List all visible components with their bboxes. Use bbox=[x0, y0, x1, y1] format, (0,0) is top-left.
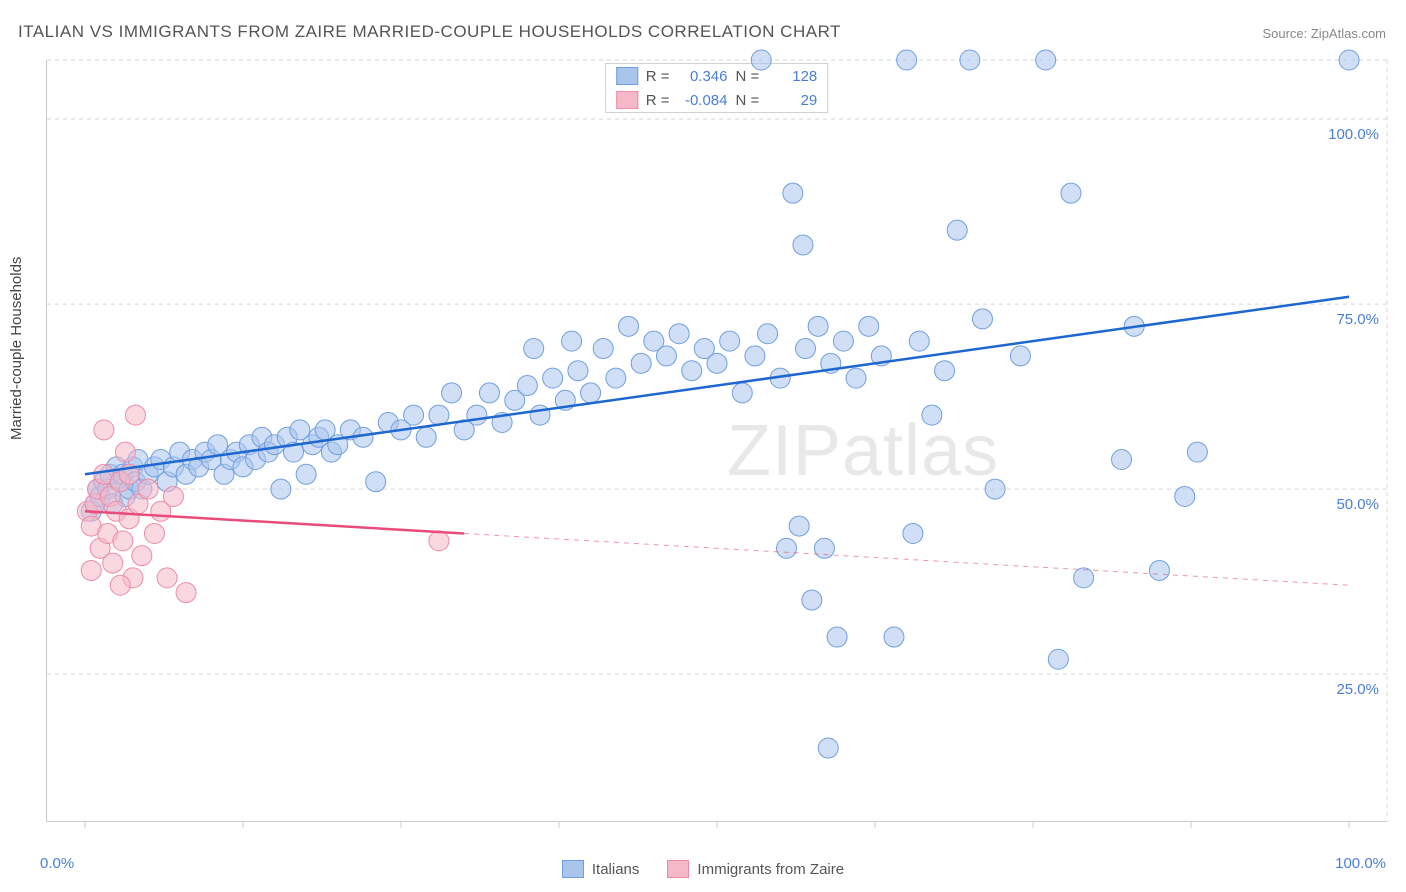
source-label: Source: ZipAtlas.com bbox=[1262, 26, 1386, 41]
bottom-legend: Italians Immigrants from Zaire bbox=[0, 860, 1406, 878]
svg-text:50.0%: 50.0% bbox=[1336, 496, 1379, 513]
y-axis-label: Married-couple Households bbox=[8, 257, 25, 440]
legend-label-2: Immigrants from Zaire bbox=[697, 861, 844, 878]
legend-swatch-1 bbox=[562, 860, 584, 878]
plot-area: ZIPatlas R = 0.346 N = 128 R = -0.084 N … bbox=[46, 60, 1386, 822]
chart-title: ITALIAN VS IMMIGRANTS FROM ZAIRE MARRIED… bbox=[18, 22, 841, 42]
svg-text:25.0%: 25.0% bbox=[1336, 681, 1379, 698]
legend-item-2: Immigrants from Zaire bbox=[667, 860, 844, 878]
legend-item-1: Italians bbox=[562, 860, 640, 878]
scatter-svg: 25.0% 50.0% 75.0% 100.0% bbox=[47, 60, 1386, 821]
svg-text:100.0%: 100.0% bbox=[1328, 126, 1379, 143]
legend-swatch-2 bbox=[667, 860, 689, 878]
svg-text:75.0%: 75.0% bbox=[1336, 311, 1379, 328]
legend-label-1: Italians bbox=[592, 861, 640, 878]
